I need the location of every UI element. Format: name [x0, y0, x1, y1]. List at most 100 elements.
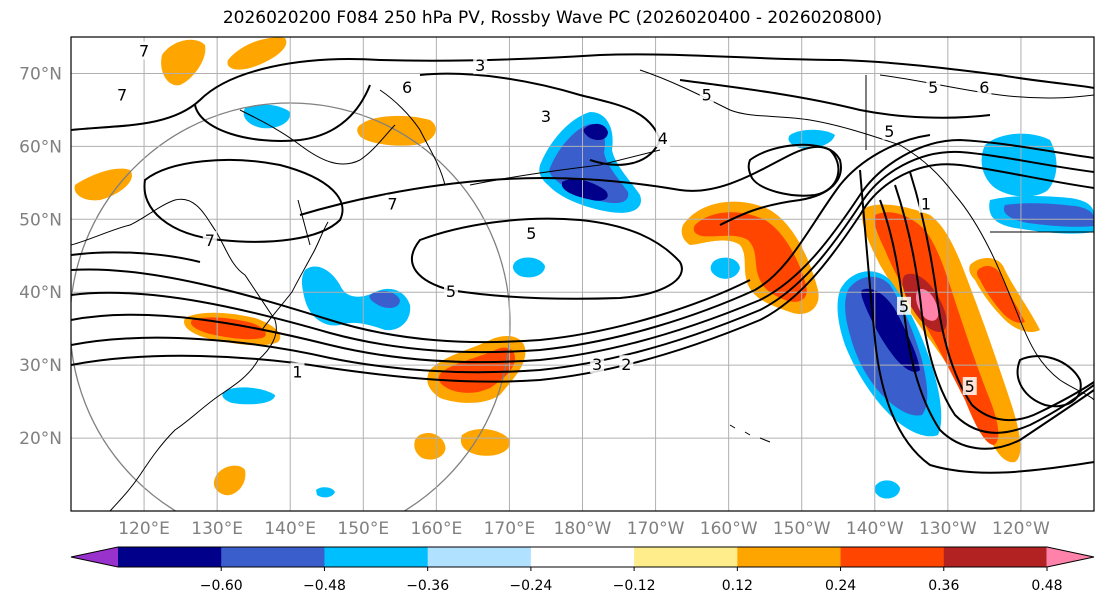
contour-label-background [882, 121, 897, 140]
negative-anomaly-120w-band-core [1003, 203, 1094, 227]
contour-ridge-3 [71, 251, 201, 263]
lon-tick-label: 140°W [846, 519, 904, 539]
contour-label: 7 [205, 231, 215, 250]
plot-frame [70, 36, 1095, 512]
colorbar-segment [118, 547, 222, 567]
lon-tick-label: 130°W [919, 519, 977, 539]
hawaii-islands [729, 424, 771, 443]
contour-cutoff-east [1016, 355, 1082, 408]
negative-anomaly-tiny-south [316, 487, 335, 498]
lat-tick-label: 50°N [19, 210, 62, 230]
colorbar-label: −0.48 [303, 578, 346, 594]
colorbar-segment [530, 547, 635, 567]
contour-ridge-2 [299, 146, 842, 226]
negative-anomaly-140w-mid [845, 276, 928, 416]
contour-label-background [619, 355, 634, 374]
contour-label: 5 [899, 297, 909, 316]
colorbar-label: 0.24 [825, 578, 856, 594]
contour-label-background [20, 333, 34, 351]
contour-low-west [143, 159, 344, 243]
colorbar-segment [737, 547, 842, 567]
contour-label-background [202, 231, 217, 250]
coast-sakhalin [297, 199, 311, 246]
colorbar-segment [943, 547, 1048, 567]
contour-label-background [655, 129, 670, 148]
colorbar-label: 0.48 [1031, 578, 1062, 594]
lat-tick-label: 40°N [19, 283, 62, 303]
negative-anomaly-180-north [583, 123, 608, 140]
contour-trough-east-4 [859, 169, 1094, 474]
contour-label-background [699, 85, 714, 104]
contour-label-background [443, 282, 458, 301]
lat-tick-label: 60°N [19, 137, 62, 157]
contour-label: 7 [117, 85, 127, 104]
lon-tick-label: 130°E [191, 519, 243, 539]
lon-tick-label: 170°E [484, 519, 536, 539]
colorbar-label: 0.12 [722, 578, 753, 594]
contour-trough-east-2 [894, 184, 1094, 434]
contour-jet-5 [71, 268, 751, 344]
lat-tick-label: 70°N [19, 64, 62, 84]
lon-tick-label: 160°E [411, 519, 463, 539]
contour-label: 6 [402, 78, 412, 97]
positive-anomaly-160e-south [414, 433, 446, 460]
contour-jet-2 [71, 150, 1094, 374]
negative-anomaly-mid [512, 257, 545, 278]
positive-anomaly-170e-south [460, 428, 511, 456]
contour-label-background [115, 85, 130, 104]
contour-label: 7 [387, 195, 397, 214]
colorbar-label: −0.36 [406, 578, 449, 594]
positive-anomaly-east-pacific-core [976, 266, 1025, 323]
colorbar-extension-high [1046, 547, 1094, 567]
negative-anomaly-alaska [788, 129, 835, 149]
contour-label-background [590, 355, 605, 374]
contour-jet-4 [71, 134, 931, 354]
contour-label: 3 [541, 107, 551, 126]
lon-tick-label: 180°W [554, 519, 612, 539]
contour-label: 5 [446, 282, 456, 301]
contour-label-background [473, 56, 488, 75]
coast-japan [261, 221, 329, 331]
latitude-tick-labels: 70°N 60°N 50°N 40°N 30°N 20°N [19, 64, 62, 449]
contour-label: 6 [979, 78, 989, 97]
contour-trough-east-1 [879, 199, 1094, 450]
lon-tick-label: 140°E [264, 519, 316, 539]
contour-label-background [918, 194, 933, 213]
positive-anomaly-central-pacific-core [693, 212, 807, 302]
contour-label: 2 [621, 355, 631, 374]
map-title: 2026020200 F084 250 hPa PV, Rossby Wave … [222, 8, 883, 28]
colorbar-segment [324, 547, 429, 567]
colorbar-extension-low [71, 547, 119, 567]
lon-tick-label: 150°E [337, 519, 389, 539]
positive-anomaly-west [74, 168, 132, 201]
contour-label-background [926, 78, 941, 97]
contour-label-background [290, 362, 305, 381]
contour-label: 5 [928, 78, 938, 97]
contour-north-3 [419, 72, 662, 166]
contour-alaska-loop [747, 143, 840, 197]
coast-arctic [879, 74, 1094, 99]
contour-label-background [524, 223, 539, 242]
positive-anomaly-siberia-2 [227, 37, 287, 70]
pv-anomaly-shading [74, 37, 1094, 499]
lat-tick-label: 20°N [19, 429, 62, 449]
positive-anomaly-japan-core [190, 317, 266, 340]
contour-north-1 [71, 53, 1094, 131]
negative-anomaly-south [222, 387, 275, 405]
contour-north-4 [679, 79, 991, 119]
contour-label: 3 [475, 56, 485, 75]
colorbar-label: −0.24 [509, 578, 552, 594]
colorbar: −0.60 −0.48 −0.36 −0.24 −0.12 0.12 0.24 0.36 0.4… [70, 546, 1095, 594]
negative-anomaly-140w-core [861, 288, 920, 372]
positive-anomaly-siberia-1 [161, 39, 206, 86]
contour-jet-3 [71, 138, 1094, 364]
lon-tick-label: 150°W [773, 519, 831, 539]
lon-tick-label: 120°E [118, 519, 170, 539]
contour-label-background [977, 78, 992, 97]
contour-label: 4 [658, 129, 668, 148]
contour-label-background [897, 296, 912, 315]
contour-label: 1 [921, 195, 931, 214]
